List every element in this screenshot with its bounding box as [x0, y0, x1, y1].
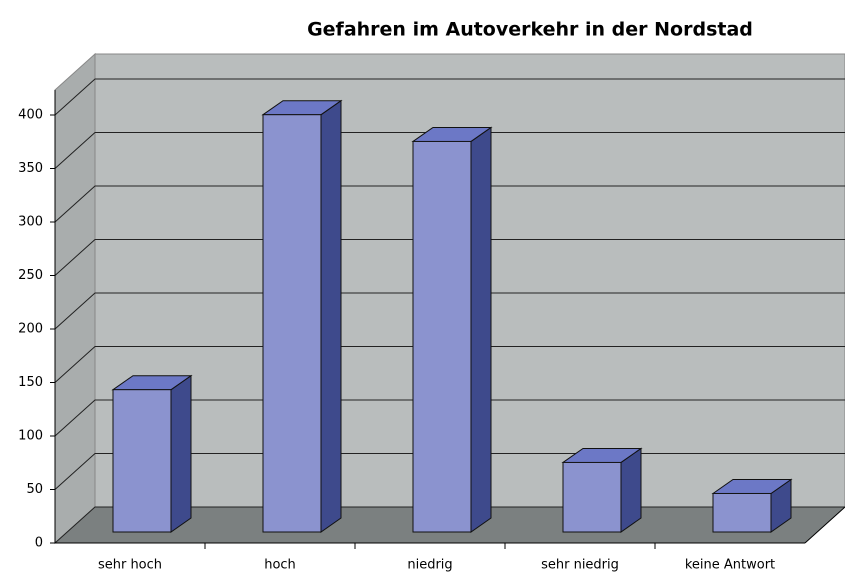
- bar: [712, 492, 772, 533]
- y-tick-label: 100: [18, 429, 43, 444]
- x-tick-label: hoch: [264, 558, 296, 573]
- chart-title: Gefahren im Autoverkehr in der Nordstad: [307, 19, 753, 41]
- y-tick-label: 300: [18, 215, 43, 230]
- bar-side: [470, 126, 492, 533]
- x-tick-label: sehr niedrig: [541, 558, 619, 573]
- y-tick-label: 50: [26, 482, 43, 497]
- bar: [412, 140, 472, 533]
- y-tick-label: 350: [18, 161, 43, 176]
- bar: [112, 389, 172, 533]
- x-tick-label: sehr hoch: [98, 558, 162, 573]
- bar-side: [170, 374, 192, 533]
- x-tick-label: niedrig: [407, 558, 452, 573]
- grid-line: [54, 132, 845, 169]
- bar: [262, 114, 322, 533]
- grid-line: [54, 292, 845, 330]
- y-tick-label: 400: [18, 108, 43, 123]
- bar: [562, 461, 622, 533]
- y-tick-label: 0: [35, 536, 43, 551]
- grid-line: [54, 78, 845, 116]
- y-tick-label: 250: [18, 268, 43, 283]
- grid-line: [54, 346, 845, 383]
- x-axis-back: [804, 506, 845, 544]
- y-tick-label: 200: [18, 322, 43, 337]
- bar-side: [320, 99, 342, 533]
- grid-line: [54, 185, 845, 223]
- x-tick-label: keine Antwort: [685, 558, 775, 573]
- grid-line: [54, 239, 845, 276]
- bar-side: [620, 447, 642, 533]
- y-tick-label: 150: [18, 375, 43, 390]
- grid-line: [54, 399, 845, 437]
